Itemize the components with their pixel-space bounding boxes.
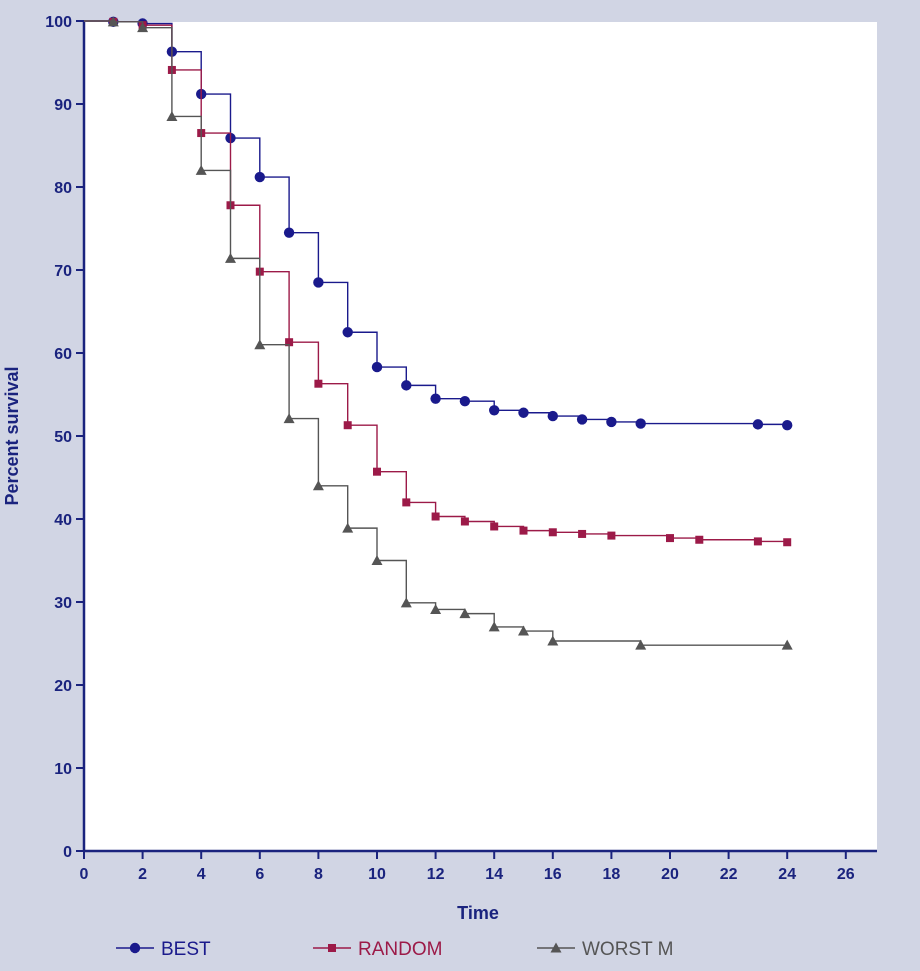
data-point-s1-12 bbox=[431, 512, 440, 521]
y-axis-title: Percent survival bbox=[2, 366, 22, 505]
data-point-s0-13 bbox=[459, 395, 471, 407]
data-point-s0-8 bbox=[313, 277, 324, 288]
x-tick-label: 18 bbox=[603, 866, 621, 883]
legend-marker-0 bbox=[129, 942, 141, 954]
data-point-s0-15 bbox=[518, 407, 529, 418]
x-tick-label: 8 bbox=[314, 866, 323, 883]
data-point-s2-1 bbox=[107, 16, 119, 27]
x-tick-label: 20 bbox=[661, 866, 679, 883]
x-tick-label: 16 bbox=[544, 866, 562, 883]
data-point-s0-14 bbox=[489, 405, 500, 416]
data-point-s2-16 bbox=[547, 635, 559, 646]
legend-label-2: WORST M bbox=[582, 939, 673, 960]
legend-marker-2 bbox=[550, 942, 562, 953]
data-point-s1-8 bbox=[314, 379, 323, 388]
data-point-s1-17 bbox=[578, 529, 587, 538]
x-tick-label: 10 bbox=[368, 866, 386, 883]
data-point-s2-13 bbox=[459, 608, 471, 619]
data-point-s2-12 bbox=[430, 603, 442, 614]
y-tick-label: 70 bbox=[54, 263, 72, 280]
y-tick-label: 40 bbox=[54, 512, 72, 529]
data-point-s0-6 bbox=[254, 171, 265, 183]
x-tick-label: 26 bbox=[837, 866, 855, 883]
legend-label-0: BEST bbox=[161, 939, 211, 960]
data-point-s1-14 bbox=[490, 522, 499, 531]
data-point-s2-15 bbox=[518, 625, 529, 636]
y-tick-label: 30 bbox=[54, 595, 72, 612]
data-point-s1-20 bbox=[695, 535, 704, 544]
x-tick-label: 14 bbox=[485, 866, 503, 883]
x-tick-label: 12 bbox=[427, 866, 445, 883]
data-point-s0-16 bbox=[547, 410, 558, 422]
data-point-s2-5 bbox=[225, 252, 236, 263]
data-point-s1-15 bbox=[519, 526, 528, 535]
data-point-s0-19 bbox=[635, 418, 646, 429]
data-point-s1-19 bbox=[666, 534, 674, 543]
data-point-s2-4 bbox=[195, 164, 207, 175]
data-point-s1-11 bbox=[402, 498, 411, 507]
data-point-s2-7 bbox=[283, 413, 295, 424]
data-point-s0-20 bbox=[752, 419, 764, 430]
y-tick-label: 10 bbox=[54, 761, 72, 778]
data-point-s1-9 bbox=[343, 421, 352, 430]
data-point-s2-11 bbox=[400, 597, 412, 608]
data-point-s0-9 bbox=[342, 327, 353, 338]
x-tick-label: 4 bbox=[197, 866, 206, 883]
x-tick-label: 24 bbox=[778, 866, 796, 883]
y-tick-label: 80 bbox=[54, 180, 72, 197]
data-point-s1-7 bbox=[285, 338, 294, 347]
data-point-s1-18 bbox=[607, 531, 616, 540]
data-point-s1-10 bbox=[373, 467, 381, 476]
legend-marker-1 bbox=[328, 944, 336, 952]
data-point-s0-11 bbox=[401, 380, 412, 391]
data-point-s0-17 bbox=[576, 414, 588, 425]
data-point-s0-21 bbox=[782, 420, 793, 431]
data-point-s2-9 bbox=[342, 522, 354, 533]
x-tick-label: 22 bbox=[720, 866, 738, 883]
data-point-s0-18 bbox=[606, 416, 617, 428]
data-point-s0-10 bbox=[371, 361, 383, 373]
data-point-s2-10 bbox=[371, 555, 383, 565]
data-point-s2-18 bbox=[781, 639, 793, 650]
data-point-s0-7 bbox=[283, 227, 295, 238]
y-tick-label: 50 bbox=[54, 429, 72, 446]
x-tick-label: 6 bbox=[255, 866, 264, 883]
data-point-s2-17 bbox=[635, 639, 647, 650]
tick-layer: 0 2 4 6 8 10 12 14 16 18 20 22 24 2601020304050607080… bbox=[45, 14, 855, 883]
data-point-s1-16 bbox=[548, 528, 557, 537]
y-tick-label: 20 bbox=[54, 678, 72, 695]
data-point-s2-3 bbox=[166, 110, 178, 121]
data-point-s2-14 bbox=[488, 621, 500, 632]
legend: BEST RANDOM WORST M bbox=[116, 939, 673, 960]
data-point-s1-21 bbox=[753, 537, 762, 546]
x-tick-label: 0 bbox=[80, 866, 89, 883]
y-tick-label: 100 bbox=[45, 14, 72, 31]
y-tick-label: 0 bbox=[63, 844, 72, 861]
y-tick-label: 90 bbox=[54, 97, 72, 114]
data-point-s1-13 bbox=[460, 517, 469, 526]
plot-background bbox=[84, 22, 877, 851]
data-point-s2-2 bbox=[137, 22, 149, 33]
x-tick-label: 2 bbox=[138, 866, 147, 883]
x-axis-title: Time bbox=[457, 903, 499, 923]
data-point-s2-8 bbox=[312, 480, 324, 491]
data-point-s2-6 bbox=[254, 339, 266, 350]
y-tick-label: 60 bbox=[54, 346, 72, 363]
data-point-s1-22 bbox=[783, 538, 792, 547]
series-layer bbox=[84, 16, 793, 650]
legend-label-1: RANDOM bbox=[358, 939, 442, 960]
data-point-s0-12 bbox=[430, 393, 441, 404]
